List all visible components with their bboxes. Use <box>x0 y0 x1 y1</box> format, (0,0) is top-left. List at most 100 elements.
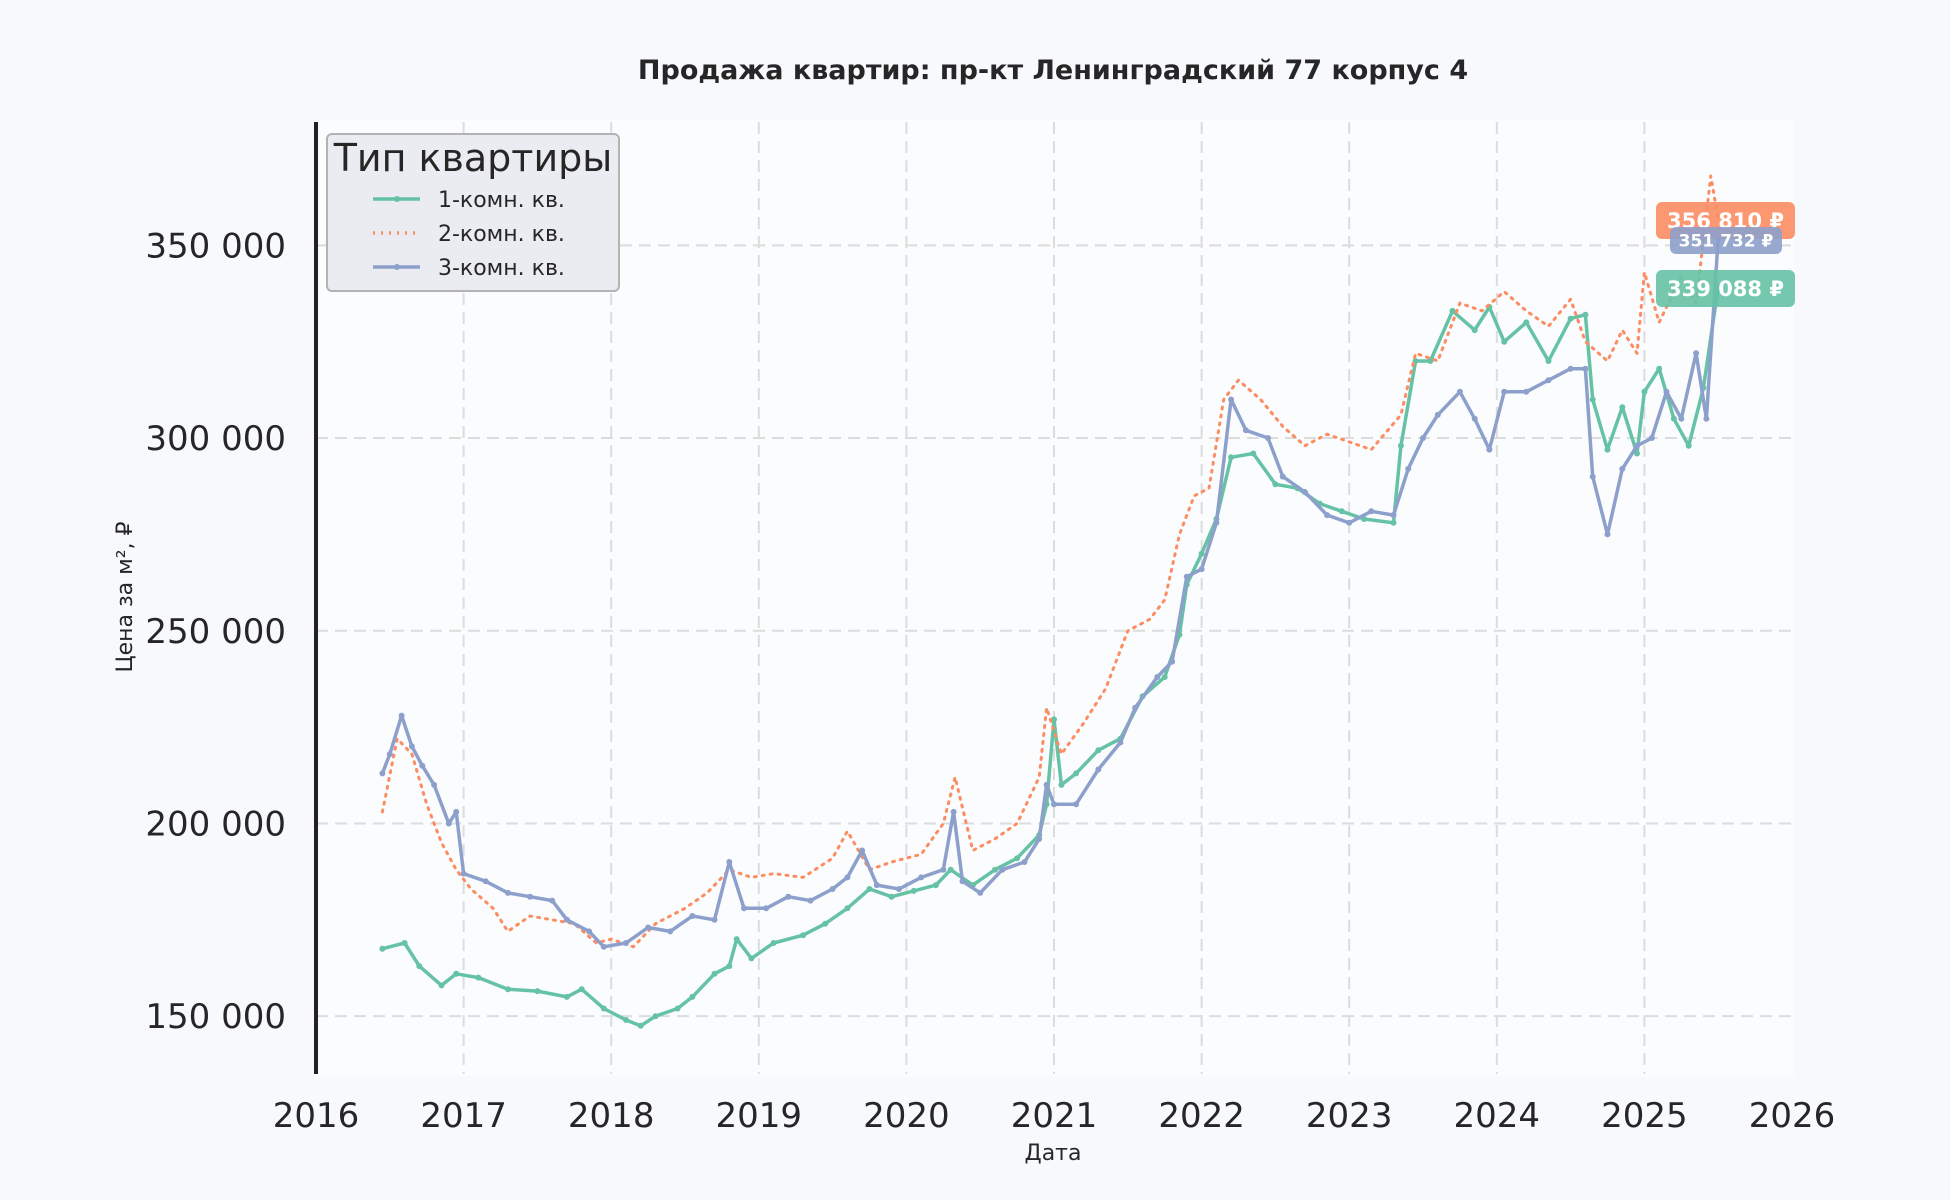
data-point <box>1198 566 1205 573</box>
data-point <box>1589 473 1596 480</box>
data-point <box>1545 377 1552 384</box>
data-point <box>1095 747 1102 754</box>
data-point <box>1656 365 1663 372</box>
data-point <box>674 1005 681 1012</box>
data-point <box>1265 435 1271 441</box>
data-point <box>1021 859 1028 865</box>
data-point <box>748 955 755 962</box>
series-line-2 <box>380 174 1720 949</box>
data-point <box>586 928 593 935</box>
data-point <box>1582 365 1589 372</box>
data-point <box>623 940 629 946</box>
data-point <box>918 874 925 881</box>
end-value-label: 339 088 ₽ <box>1667 277 1784 301</box>
end-value-badge <box>1670 227 1782 254</box>
data-point <box>1567 315 1574 322</box>
y-axis-label: Цена за м², ₽ <box>113 521 138 672</box>
x-tick-label: 2020 <box>863 1096 950 1136</box>
data-point <box>741 905 747 912</box>
data-point <box>1242 427 1249 434</box>
data-point <box>379 770 386 777</box>
data-point <box>1169 658 1176 665</box>
x-tick-label: 2025 <box>1601 1096 1688 1136</box>
data-point <box>689 993 696 1000</box>
data-point <box>726 963 733 970</box>
data-point <box>1685 442 1692 449</box>
data-point <box>1420 435 1426 441</box>
data-point <box>1634 442 1640 449</box>
data-point <box>711 916 718 923</box>
data-point <box>563 993 570 1000</box>
data-point <box>1449 307 1456 314</box>
data-point <box>438 982 445 989</box>
data-point <box>398 712 405 719</box>
data-point <box>1604 531 1611 538</box>
data-point <box>1228 396 1235 403</box>
data-point <box>844 905 851 912</box>
x-tick-label: 2019 <box>716 1096 803 1136</box>
data-point <box>950 808 957 815</box>
y-tick-label: 250 000 <box>145 612 286 652</box>
chart-title: Продажа квартир: пр-кт Ленинградский 77 … <box>638 55 1468 86</box>
data-point <box>1604 446 1611 453</box>
data-point <box>1132 704 1139 711</box>
data-point <box>416 963 423 970</box>
data-point <box>1634 450 1640 457</box>
data-point <box>453 808 460 815</box>
data-point <box>1641 388 1648 395</box>
data-point <box>829 886 836 892</box>
data-point <box>763 905 770 912</box>
data-point <box>667 928 674 935</box>
x-tick-label: 2023 <box>1306 1096 1393 1136</box>
data-point <box>1073 801 1080 808</box>
legend-label: 1-комн. кв. <box>438 188 565 213</box>
data-point <box>1051 716 1057 723</box>
data-point <box>475 974 482 981</box>
data-point <box>1434 411 1441 418</box>
legend-box <box>326 133 620 292</box>
data-point <box>859 847 866 854</box>
data-point <box>460 870 467 877</box>
series-lines <box>379 174 1722 1029</box>
data-point <box>1338 508 1345 515</box>
data-point <box>1648 435 1655 441</box>
legend-marker <box>394 264 400 270</box>
x-tick-label: 2024 <box>1454 1096 1541 1136</box>
data-point <box>1703 415 1710 422</box>
data-point <box>600 1005 607 1012</box>
data-point <box>1501 338 1508 345</box>
data-point <box>1279 473 1286 480</box>
y-tick-label: 150 000 <box>145 997 286 1037</box>
data-point <box>959 878 966 885</box>
data-point <box>1397 442 1404 449</box>
data-point <box>1471 415 1478 422</box>
data-point <box>578 986 585 993</box>
data-point <box>726 859 733 865</box>
data-point <box>1589 396 1596 403</box>
data-point <box>1545 358 1552 364</box>
data-point <box>896 886 902 892</box>
data-point <box>1678 415 1685 422</box>
data-point <box>888 893 895 900</box>
end-value-label: 351 732 ₽ <box>1679 232 1774 252</box>
legend-title: Тип квартиры <box>333 136 613 180</box>
data-point <box>770 940 777 946</box>
data-point <box>1095 766 1102 773</box>
data-point <box>453 970 460 977</box>
data-point <box>645 924 652 931</box>
data-point <box>1471 327 1478 334</box>
data-point <box>401 940 408 946</box>
data-point <box>711 970 718 977</box>
data-point <box>1073 770 1080 777</box>
data-point <box>1161 674 1168 680</box>
data-point <box>1250 450 1257 457</box>
data-point <box>386 751 393 758</box>
end-value-badge <box>1656 270 1795 307</box>
data-point <box>1619 465 1626 472</box>
data-point <box>1324 512 1331 519</box>
data-point <box>807 897 814 904</box>
data-point <box>866 886 873 892</box>
data-point <box>1213 519 1220 526</box>
data-point <box>999 866 1006 873</box>
legend-marker <box>394 196 400 202</box>
